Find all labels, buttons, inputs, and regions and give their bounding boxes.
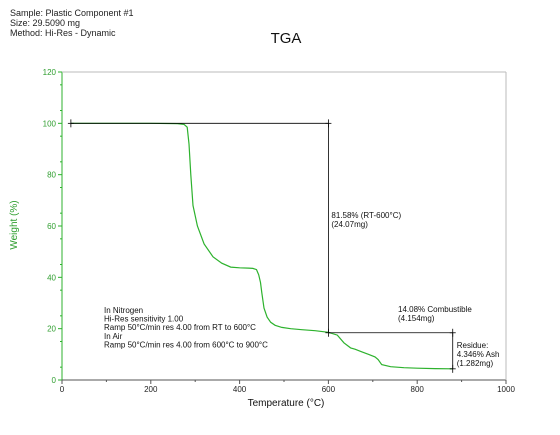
method-label: Method: Hi-Res - Dynamic bbox=[10, 28, 116, 38]
y-tick-label: 0 bbox=[52, 376, 57, 385]
tga-curve bbox=[70, 122, 453, 370]
x-tick-label: 600 bbox=[322, 385, 336, 394]
y-axis-label: Weight (%) bbox=[9, 200, 20, 249]
conditions-annotation: In Nitrogen bbox=[104, 306, 143, 315]
y-tick-label: 80 bbox=[47, 171, 56, 180]
markers-layer bbox=[67, 119, 456, 373]
x-tick-label: 800 bbox=[411, 385, 425, 394]
axes: 0 20 40 60 80 100 120 0 200 400 600 800 1000 bbox=[43, 68, 516, 394]
size-label: Size: 29.5090 mg bbox=[10, 18, 81, 28]
series-layer bbox=[70, 122, 453, 370]
conditions-annotation: Ramp 50°C/min res 4.00 from 600°C to 900… bbox=[104, 340, 268, 349]
annotations-layer: 81.58% (RT-600°C)(24.07mg) 14.08% Combust… bbox=[104, 211, 499, 368]
step1-annotation: (24.07mg) bbox=[331, 220, 368, 229]
x-tick-label: 400 bbox=[233, 385, 247, 394]
y-tick-label: 60 bbox=[47, 222, 56, 231]
x-tick-label: 200 bbox=[144, 385, 158, 394]
x-tick-label: 0 bbox=[60, 385, 65, 394]
step1-annotation: 81.58% (RT-600°C) bbox=[331, 211, 401, 220]
chart-title: TGA bbox=[271, 30, 302, 47]
residue-annotation: Residue: bbox=[457, 341, 489, 350]
x-tick-label: 1000 bbox=[497, 385, 515, 394]
conditions-annotation: Ramp 50°C/min res 4.00 from RT to 600°C bbox=[104, 323, 256, 332]
step2-annotation: (4.154mg) bbox=[398, 314, 435, 323]
x-axis-label: Temperature (°C) bbox=[248, 398, 325, 409]
residue-annotation: 4.346% Ash bbox=[457, 350, 500, 359]
y-tick-label: 120 bbox=[43, 68, 57, 77]
step2-annotation: 14.08% Combustible bbox=[398, 305, 472, 314]
sample-label: Sample: Plastic Component #1 bbox=[10, 8, 134, 18]
conditions-annotation: Hi-Res sensitivity 1.00 bbox=[104, 315, 184, 324]
y-tick-label: 100 bbox=[43, 119, 57, 128]
sample-info: Sample: Plastic Component #1 Size: 29.50… bbox=[10, 8, 134, 38]
conditions-annotation: In Air bbox=[104, 332, 123, 341]
y-tick-label: 40 bbox=[47, 273, 56, 282]
residue-annotation: (1.282mg) bbox=[457, 359, 494, 368]
y-tick-label: 20 bbox=[47, 325, 56, 334]
